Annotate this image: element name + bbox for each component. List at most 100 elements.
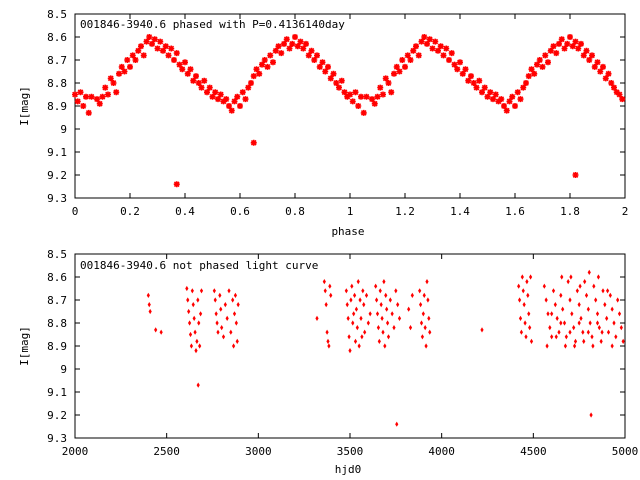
data-point	[212, 288, 216, 294]
data-point	[550, 43, 557, 50]
data-point	[118, 63, 125, 70]
data-point	[392, 325, 396, 331]
data-point	[597, 325, 601, 331]
data-point	[129, 52, 136, 59]
data-point	[162, 43, 169, 50]
data-point	[196, 297, 200, 303]
data-point	[559, 320, 563, 326]
data-point	[325, 63, 331, 70]
data-point	[195, 80, 202, 86]
data-point	[253, 66, 260, 73]
data-point	[232, 311, 237, 317]
data-point	[443, 45, 450, 52]
data-point	[377, 84, 384, 91]
data-point	[233, 292, 238, 298]
y-tick-label: 9	[60, 123, 67, 136]
data-point	[96, 100, 103, 107]
data-point	[198, 343, 202, 349]
data-point	[578, 40, 584, 47]
data-point	[583, 279, 587, 285]
data-point	[573, 338, 578, 344]
data-point	[292, 34, 298, 40]
data-point	[570, 311, 574, 317]
data-point	[589, 52, 595, 59]
data-point	[422, 292, 426, 298]
data-point	[355, 103, 362, 109]
data-point	[374, 283, 378, 289]
y-tick-label: 8.5	[47, 248, 67, 261]
data-point	[391, 70, 397, 77]
data-point	[231, 343, 236, 349]
data-point	[362, 302, 366, 308]
data-point	[619, 96, 626, 103]
data-point	[524, 334, 528, 340]
x-tick-label: 3000	[245, 445, 272, 458]
data-point	[586, 329, 590, 335]
data-point	[418, 38, 425, 45]
data-point	[173, 181, 180, 188]
data-point	[550, 311, 554, 317]
data-point	[396, 302, 400, 308]
data-point	[173, 50, 180, 57]
data-point	[589, 412, 593, 418]
data-point	[569, 274, 573, 280]
data-point	[534, 61, 540, 68]
data-point	[616, 91, 623, 98]
data-point	[105, 91, 111, 98]
y-axis-label: I[mag]	[18, 326, 31, 366]
data-point	[454, 66, 461, 73]
data-point	[324, 302, 328, 308]
data-point	[353, 338, 358, 344]
data-point	[594, 59, 601, 66]
data-point	[234, 93, 241, 100]
x-tick-label: 1	[347, 205, 354, 218]
data-point	[572, 172, 579, 178]
data-point	[110, 80, 117, 86]
data-point	[578, 283, 582, 289]
data-point	[341, 89, 348, 96]
data-point	[551, 288, 556, 294]
data-point	[480, 327, 484, 333]
data-point	[127, 63, 133, 70]
data-point	[351, 320, 355, 326]
data-point	[148, 308, 152, 315]
y-tick-label: 8.7	[47, 54, 67, 67]
data-point	[278, 50, 285, 57]
data-point	[311, 57, 318, 63]
data-point	[425, 279, 429, 285]
data-point	[72, 91, 78, 98]
data-point	[259, 61, 265, 68]
data-point	[197, 320, 201, 326]
data-point	[617, 311, 622, 317]
data-point	[363, 93, 370, 100]
data-point	[135, 47, 142, 54]
data-point	[329, 292, 333, 298]
y-tick-label: 9.2	[47, 169, 67, 182]
data-point	[588, 320, 592, 326]
data-point	[427, 315, 431, 321]
data-point	[338, 77, 345, 84]
data-point	[283, 36, 290, 43]
data-point	[215, 320, 219, 326]
data-point	[410, 292, 414, 298]
data-point	[347, 334, 351, 340]
data-point	[300, 45, 307, 52]
data-point	[140, 52, 147, 59]
data-point	[610, 306, 614, 312]
data-point	[526, 292, 530, 298]
data-point	[380, 315, 384, 321]
data-point	[560, 274, 564, 280]
data-point	[375, 311, 380, 317]
data-point	[572, 38, 579, 45]
data-point	[220, 325, 224, 331]
data-point	[171, 57, 177, 63]
data-point	[185, 285, 189, 292]
data-point	[184, 70, 191, 77]
data-point	[305, 52, 312, 59]
data-point	[418, 302, 423, 308]
data-point	[348, 348, 352, 354]
data-point	[529, 338, 534, 344]
data-point	[379, 302, 383, 308]
y-tick-label: 8.8	[47, 317, 67, 330]
data-point	[327, 343, 331, 349]
